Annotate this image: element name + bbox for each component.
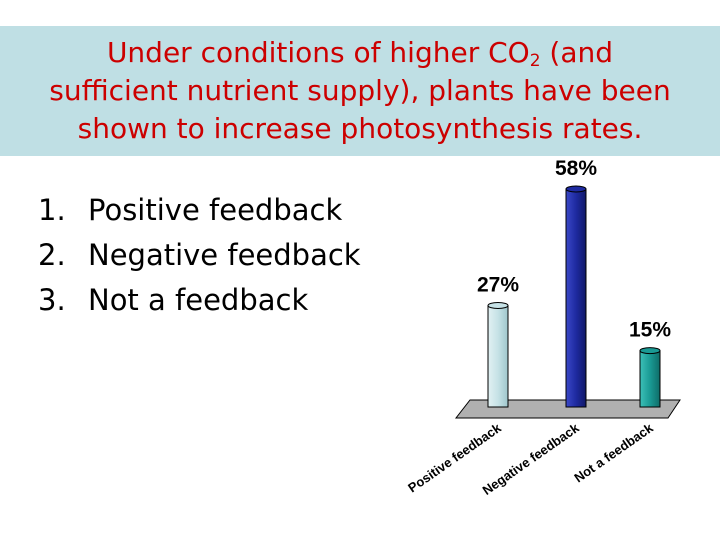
bar-1 xyxy=(487,305,509,408)
value-label-2: 58% xyxy=(555,157,597,180)
bar-cap-1 xyxy=(487,302,509,310)
title-line-1: Under conditions of higher CO2 (and xyxy=(0,34,720,72)
answer-list: 1. Positive feedback 2. Negative feedback … xyxy=(38,188,361,323)
question-title: Under conditions of higher CO2 (and suff… xyxy=(0,34,720,148)
value-label-1: 27% xyxy=(477,274,519,297)
title-line-2: sufficient nutrient supply), plants have… xyxy=(49,74,671,107)
answer-option-1: 1. Positive feedback xyxy=(38,188,361,233)
answer-text: Not a feedback xyxy=(88,283,309,317)
bar-cap-3 xyxy=(639,347,661,355)
answer-option-3: 3. Not a feedback xyxy=(38,278,361,323)
answer-number: 3. xyxy=(38,283,66,317)
bar-cap-2 xyxy=(565,185,587,193)
bar-3 xyxy=(639,350,661,408)
category-label-3: Not a feedback xyxy=(571,420,656,486)
value-label-group: 27% 58% 15% xyxy=(477,157,671,342)
bar-2 xyxy=(565,188,587,408)
answer-text: Positive feedback xyxy=(88,193,343,227)
title-line-3: shown to increase photosynthesis rates. xyxy=(77,112,643,145)
answer-text: Negative feedback xyxy=(88,238,361,272)
title-banner: Under conditions of higher CO2 (and suff… xyxy=(0,26,720,156)
title-subscript: 2 xyxy=(529,51,541,71)
answer-option-2: 2. Negative feedback xyxy=(38,233,361,278)
title-part: (and xyxy=(540,36,614,69)
answer-number: 2. xyxy=(38,238,66,272)
answer-number: 1. xyxy=(38,193,66,227)
chart-floor xyxy=(454,399,681,419)
title-part: Under conditions of higher CO xyxy=(106,36,530,69)
value-label-3: 15% xyxy=(629,319,671,342)
bar-group xyxy=(487,185,661,408)
